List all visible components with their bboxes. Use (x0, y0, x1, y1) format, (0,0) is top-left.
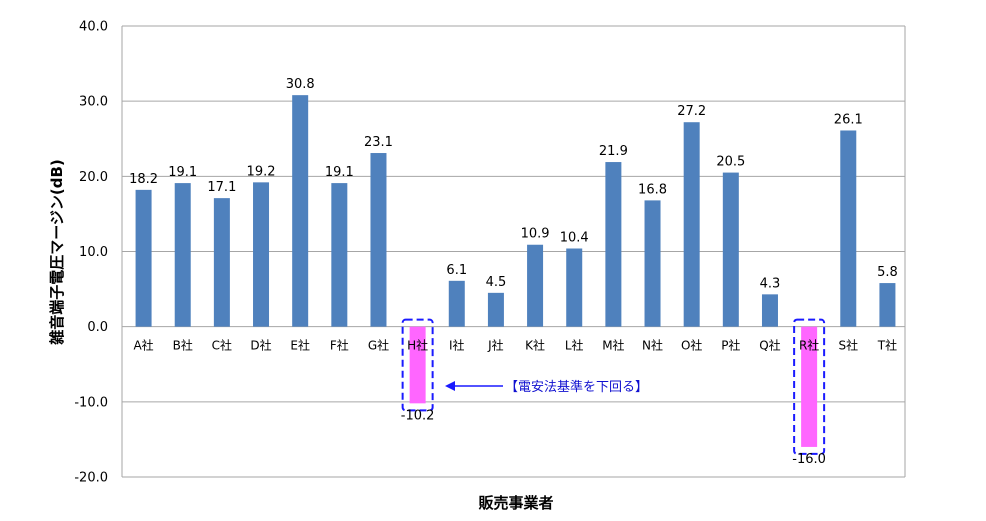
bar-18 (840, 130, 857, 327)
x-tick-label: E社 (290, 338, 310, 353)
y-tick-label: 20.0 (79, 170, 108, 185)
bar-9 (487, 292, 504, 327)
x-tick-label: R社 (799, 338, 819, 353)
data-label: 16.8 (638, 182, 667, 197)
data-label: 5.8 (877, 265, 898, 280)
bar-5 (331, 183, 348, 327)
bar-4 (292, 95, 309, 327)
x-tick-label: O社 (681, 338, 702, 353)
x-tick-label: P社 (721, 338, 740, 353)
x-tick-label: N社 (642, 338, 663, 353)
data-label: -16.0 (792, 452, 826, 467)
data-label: 10.9 (521, 227, 550, 242)
bar-6 (370, 153, 387, 327)
data-label: 23.1 (364, 135, 393, 150)
bar-3 (253, 182, 270, 327)
y-tick-label: 30.0 (79, 95, 108, 110)
bar-11 (566, 248, 583, 327)
y-tick-label: 40.0 (79, 20, 108, 35)
bar-8 (448, 280, 465, 327)
bar-12 (605, 162, 622, 327)
x-tick-label: D社 (250, 338, 271, 353)
x-tick-label: J社 (487, 338, 504, 353)
data-label: -10.2 (401, 408, 435, 423)
bar-0 (135, 189, 152, 327)
y-tick-label: -10.0 (74, 395, 108, 410)
y-axis-title: 雑音端子電圧マージン(dB) (48, 159, 66, 346)
x-tick-label: G社 (368, 338, 389, 353)
data-label: 21.9 (599, 144, 628, 159)
data-label: 19.2 (247, 164, 276, 179)
annotation: 【電安法基準を下回る】 (445, 379, 648, 395)
y-axis-ticks: 40.0 30.0 20.0 10.0 0.0 -10.0 -20.0 (74, 20, 108, 486)
data-label: 26.1 (834, 112, 863, 127)
bar-2 (213, 198, 230, 327)
x-axis-categories: A社 B社 C社 D社 E社 F社 G社 H社 I社 J社 K社 L社 M社 N社 O社 P社 Q社 R社 S社 T社 (133, 338, 897, 353)
highlight-box (793, 318, 826, 455)
data-label: 27.2 (677, 104, 706, 119)
data-label: 4.5 (486, 275, 507, 290)
data-label: 20.5 (716, 155, 745, 170)
bar-17 (801, 326, 818, 447)
x-tick-label: I社 (449, 338, 465, 353)
bar-16 (761, 294, 778, 327)
bar-10 (527, 244, 544, 327)
x-tick-label: C社 (212, 338, 232, 353)
bar-15 (722, 172, 739, 327)
bar-13 (644, 200, 661, 327)
annotation-text: 【電安法基準を下回る】 (505, 379, 648, 395)
highlight-boxes (401, 318, 826, 455)
x-tick-label: Q社 (759, 338, 780, 353)
data-label: 10.4 (560, 230, 589, 245)
x-tick-label: K社 (525, 338, 545, 353)
x-tick-label: T社 (877, 338, 897, 353)
x-tick-label: L社 (565, 338, 584, 353)
y-tick-label: 0.0 (87, 320, 108, 335)
x-tick-label: S社 (838, 338, 858, 353)
annotation-arrowhead (445, 381, 455, 391)
bar-1 (174, 183, 191, 327)
grid-lines (121, 25, 906, 478)
data-label: 6.1 (446, 263, 467, 278)
x-tick-label: H社 (407, 338, 428, 353)
data-labels: 18.2 19.1 17.1 19.2 30.8 19.1 23.1 -10.2 6.1 4.5 1… (129, 77, 898, 467)
x-tick-label: M社 (602, 338, 624, 353)
x-tick-label: F社 (330, 338, 349, 353)
data-label: 19.1 (325, 165, 354, 180)
bar-14 (683, 122, 700, 327)
bar-7 (409, 326, 426, 404)
data-label: 17.1 (207, 180, 236, 195)
bars (135, 95, 896, 447)
data-label: 4.3 (760, 276, 781, 291)
y-tick-label: 10.0 (79, 245, 108, 260)
x-tick-label: A社 (133, 338, 153, 353)
data-label: 30.8 (286, 77, 315, 92)
data-label: 18.2 (129, 172, 158, 187)
bar-19 (879, 283, 896, 327)
highlight-box (401, 318, 434, 412)
y-tick-label: -20.0 (74, 471, 108, 486)
x-tick-label: B社 (173, 338, 193, 353)
x-axis-title: 販売事業者 (478, 494, 553, 512)
data-label: 19.1 (168, 165, 197, 180)
